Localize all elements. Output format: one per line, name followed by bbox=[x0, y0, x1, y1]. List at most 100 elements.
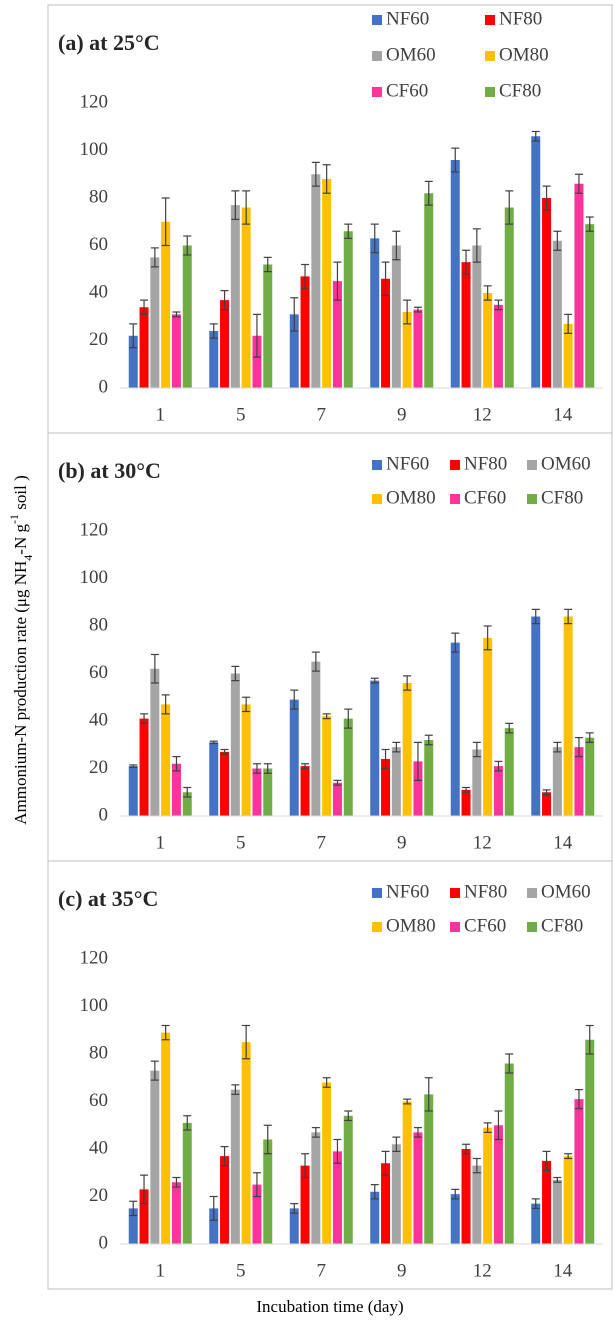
error-bar bbox=[424, 1077, 433, 1112]
x-tick-label: 7 bbox=[317, 404, 327, 425]
error-bar bbox=[344, 223, 353, 239]
bar bbox=[182, 245, 192, 388]
bar bbox=[300, 766, 310, 816]
error-bar bbox=[505, 722, 514, 734]
bar bbox=[343, 1115, 353, 1244]
y-axis-title-part: Ammonium-N production rate (μg NH bbox=[11, 561, 30, 825]
error-bar bbox=[574, 173, 583, 194]
bar bbox=[370, 680, 380, 816]
error-bar bbox=[344, 1110, 353, 1122]
error-bar bbox=[322, 1077, 331, 1088]
bar bbox=[161, 221, 171, 388]
bar bbox=[472, 1165, 482, 1244]
bar bbox=[230, 205, 240, 388]
bar bbox=[391, 1144, 401, 1244]
y-tick-label: 20 bbox=[89, 1185, 108, 1206]
y-tick-label: 80 bbox=[89, 1042, 108, 1063]
error-bar bbox=[333, 261, 342, 301]
bar bbox=[209, 331, 219, 388]
bar bbox=[472, 749, 482, 816]
legend-item: CF80 bbox=[527, 915, 583, 936]
error-bar bbox=[403, 675, 412, 691]
bar bbox=[332, 281, 342, 388]
bar bbox=[128, 335, 138, 388]
error-bar bbox=[381, 748, 390, 770]
error-bar bbox=[140, 1174, 149, 1205]
bar bbox=[531, 136, 541, 388]
legend-label: OM80 bbox=[499, 44, 549, 65]
y-tick-label: 20 bbox=[89, 329, 108, 350]
bar bbox=[209, 1208, 219, 1244]
error-bar bbox=[370, 677, 379, 684]
bar bbox=[542, 792, 552, 816]
legend-swatch bbox=[372, 460, 382, 470]
x-tick-label: 9 bbox=[397, 404, 407, 425]
bar bbox=[493, 1125, 503, 1244]
panel-title: (a) at 25°C bbox=[58, 30, 160, 55]
error-bar bbox=[413, 741, 422, 781]
error-bar bbox=[220, 1146, 229, 1167]
bar bbox=[311, 1132, 321, 1244]
legend-label: CF80 bbox=[541, 915, 583, 936]
error-bar bbox=[381, 1150, 390, 1176]
error-bar bbox=[209, 1195, 218, 1221]
bar bbox=[220, 751, 230, 816]
bar bbox=[171, 314, 181, 388]
bar bbox=[343, 718, 353, 816]
y-tick-label: 60 bbox=[89, 662, 108, 683]
error-bar bbox=[424, 734, 433, 746]
legend-item: CF60 bbox=[372, 80, 428, 101]
bar bbox=[252, 335, 262, 388]
error-bar bbox=[381, 261, 390, 296]
bar bbox=[531, 1203, 541, 1244]
error-bar bbox=[129, 323, 138, 349]
error-bar bbox=[424, 180, 433, 206]
y-axis-title-part: soil ) bbox=[11, 475, 30, 514]
bar bbox=[585, 1039, 595, 1244]
error-bar bbox=[392, 1136, 401, 1152]
bar bbox=[332, 1151, 342, 1244]
x-tick-label: 14 bbox=[553, 832, 573, 853]
error-bar bbox=[311, 1127, 320, 1138]
bar bbox=[220, 1156, 230, 1244]
y-tick-label: 0 bbox=[99, 376, 109, 397]
bar bbox=[402, 1101, 412, 1244]
bar bbox=[542, 1160, 552, 1244]
bar bbox=[461, 789, 471, 816]
y-tick-label: 120 bbox=[80, 947, 109, 968]
legend-swatch bbox=[372, 87, 382, 97]
bar bbox=[461, 1149, 471, 1244]
bar bbox=[493, 766, 503, 816]
bar bbox=[128, 1208, 138, 1244]
error-bar bbox=[462, 1143, 471, 1155]
bar bbox=[252, 768, 262, 816]
bar bbox=[370, 1191, 380, 1244]
bar bbox=[322, 1082, 332, 1244]
error-bar bbox=[472, 228, 481, 263]
error-bar bbox=[564, 1153, 573, 1160]
bar bbox=[391, 747, 401, 816]
error-bar bbox=[413, 1127, 422, 1138]
x-tick-label: 1 bbox=[156, 832, 166, 853]
bar bbox=[563, 1156, 573, 1244]
error-bar bbox=[574, 737, 583, 758]
bar bbox=[182, 792, 192, 816]
bar bbox=[300, 276, 310, 388]
error-bar bbox=[472, 741, 481, 758]
bar bbox=[424, 1094, 434, 1244]
legend-item: CF60 bbox=[450, 487, 506, 508]
legend-swatch bbox=[372, 922, 382, 932]
error-bar bbox=[553, 741, 562, 753]
bar bbox=[150, 1070, 160, 1244]
legend-swatch bbox=[527, 460, 537, 470]
error-bar bbox=[564, 608, 573, 625]
error-bar bbox=[494, 299, 503, 311]
error-bar bbox=[344, 708, 353, 729]
error-bar bbox=[242, 696, 251, 713]
y-tick-label: 0 bbox=[99, 804, 109, 825]
bar bbox=[381, 278, 391, 388]
error-bar bbox=[462, 786, 471, 793]
error-bar bbox=[150, 1060, 159, 1081]
legend-item: OM60 bbox=[527, 453, 591, 474]
